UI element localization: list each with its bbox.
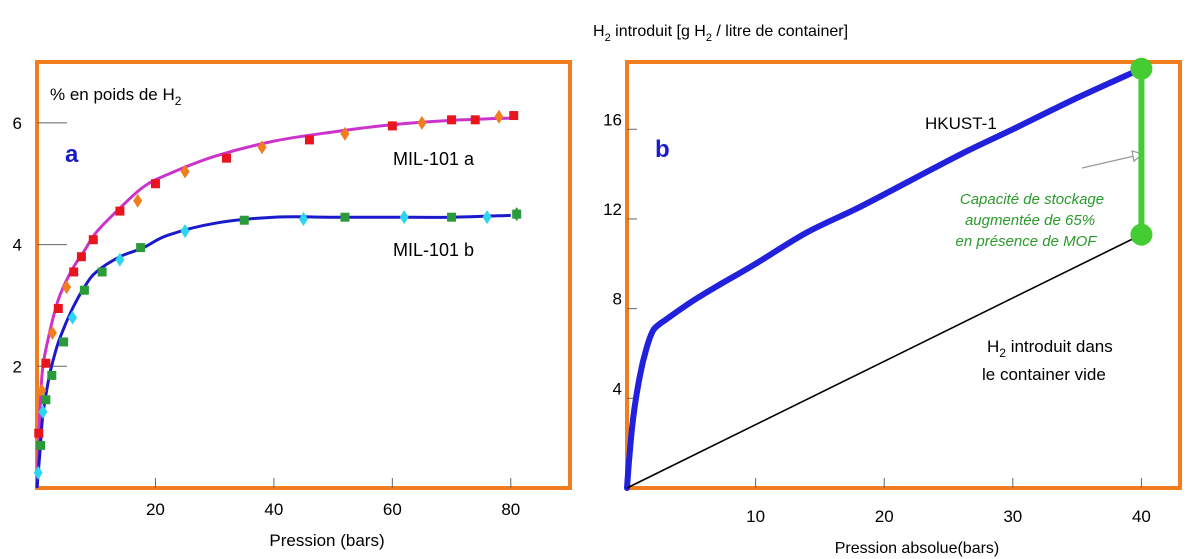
series-line-mil-101-a [35,116,511,489]
annotation-line-1: Capacité de stockage [960,191,1104,208]
data-point [79,285,89,295]
data-point [37,383,47,398]
y-tick-label: 4 [13,236,22,255]
data-point [512,207,522,222]
panel-a-xlabel: Pression (bars) [269,531,384,550]
data-point [340,212,350,222]
x-tick-label: 80 [501,500,520,519]
panel-a-ylabel: % en poids de H2 [50,85,182,108]
data-point [417,115,427,130]
panel-b-letter: b [655,136,670,163]
data-point [340,126,350,141]
data-point [387,121,397,131]
data-point [115,206,125,216]
series-line-mil-101-b [35,213,511,489]
data-point [53,303,63,313]
panel-a-markers [33,109,522,480]
panel-a: % en poids de H2 a 2 4 6 20 40 60 80 Pression… [13,60,572,550]
data-point [59,337,69,347]
data-point [150,179,160,189]
data-point [180,164,190,179]
data-point [509,111,519,121]
data-point [38,404,48,419]
series-label-mil-101-b: MIL-101 b [393,240,474,260]
y-tick-label: 16 [603,110,622,129]
y-tick-label: 2 [13,357,22,376]
y-tick-label: 8 [613,290,622,309]
series-line-empty-container [626,233,1142,489]
data-point [447,115,457,125]
panel-b-ylabel: H2 introduit [g H2 / litre de container] [593,23,848,44]
y-tick-label: 12 [603,200,622,219]
endpoint-hkust-1 [1130,57,1153,80]
data-point [62,280,72,295]
x-tick-label: 20 [875,507,894,526]
panel-b-endpoints [1130,57,1153,246]
x-tick-label: 30 [1003,507,1022,526]
x-tick-label: 10 [746,507,765,526]
y-tick-label: 4 [613,379,622,398]
data-point [68,310,78,325]
data-point [41,358,51,368]
data-point [47,370,57,380]
endpoint-empty-container [1130,223,1153,246]
data-point [239,215,249,225]
data-point [222,153,232,163]
data-point [76,252,86,262]
data-point [447,212,457,222]
panel-a-x-axis: 20 40 60 80 [146,478,520,519]
data-point [133,193,143,208]
data-point [304,135,314,145]
annotation-capacity: Capacité de stockage augmentée de 65% en… [956,191,1105,250]
series-label-mil-101-a: MIL-101 a [393,149,475,169]
x-tick-label: 40 [1132,507,1151,526]
x-tick-label: 60 [383,500,402,519]
data-point [34,428,44,438]
data-point [41,395,51,405]
data-point [482,210,492,225]
panel-a-frame [35,60,572,490]
panel-b-lines [624,65,1145,491]
data-point [88,235,98,245]
data-point [33,465,43,480]
annotation-line-3: en présence de MOF [956,233,1098,250]
data-point [494,109,504,124]
data-point [180,224,190,239]
data-point [47,325,57,340]
panel-b-y-axis: 4 8 12 16 [603,110,637,399]
y-tick-label: 6 [13,114,22,133]
x-tick-label: 40 [264,500,283,519]
x-tick-label: 20 [146,500,165,519]
panel-a-letter: a [65,141,79,168]
data-point [115,252,125,267]
series-label-empty-container: H2 introduit dans le container vide [982,337,1118,384]
data-point [257,140,267,155]
panel-b-frame [625,60,1182,490]
panel-b-xlabel: Pression absolue(bars) [835,540,1000,557]
panel-a-curves [35,116,511,489]
data-point [299,212,308,227]
data-point [69,267,79,277]
series-label-hkust-1: HKUST-1 [925,114,997,133]
data-point [470,115,480,125]
panel-b: H2 introduit [g H2 / litre de container]… [593,23,1182,557]
data-point [399,210,409,225]
data-point [136,243,146,253]
annotation-line-2: augmentée de 65% [965,212,1095,229]
data-point [36,440,46,450]
panel-b-x-axis: 10 20 30 40 [746,478,1151,526]
series-line-hkust-1 [624,65,1145,491]
data-point [97,267,107,277]
